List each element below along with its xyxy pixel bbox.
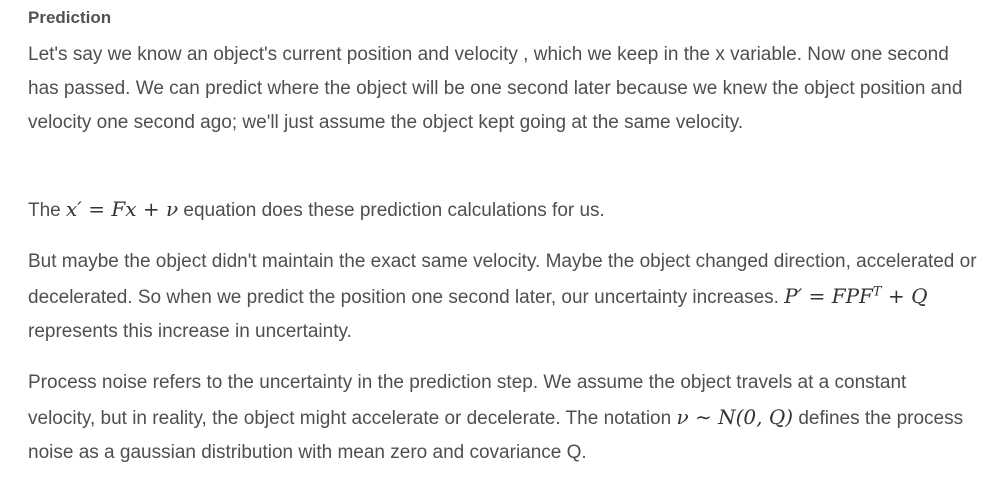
paragraph-text: defines the process noise as a gaussian … xyxy=(28,408,964,463)
process-noise-notation: ν ∼ N(0, Q) xyxy=(676,405,794,429)
paragraph-process-noise: Process noise refers to the uncertainty … xyxy=(28,366,978,470)
paragraph-text: But maybe the object didn't maintain the… xyxy=(28,251,977,308)
paragraph-uncertainty: But maybe the object didn't maintain the… xyxy=(28,245,978,349)
covariance-prediction-equation: P′ = FPFT + Q xyxy=(784,284,928,308)
paragraph-intro: Let's say we know an object's current po… xyxy=(28,44,963,133)
paragraph-text: The xyxy=(28,200,67,221)
paragraph-text: equation does these prediction calculati… xyxy=(178,200,605,221)
paragraph-text: represents this increase in uncertainty. xyxy=(28,321,352,342)
state-prediction-equation: x′ = Fx + ν xyxy=(66,197,179,221)
paragraph-equation: The x′ = Fx + ν equation does these pred… xyxy=(28,192,978,228)
section-heading: Prediction xyxy=(28,8,112,27)
paragraph-text: Process noise refers to the uncertainty … xyxy=(28,372,907,429)
